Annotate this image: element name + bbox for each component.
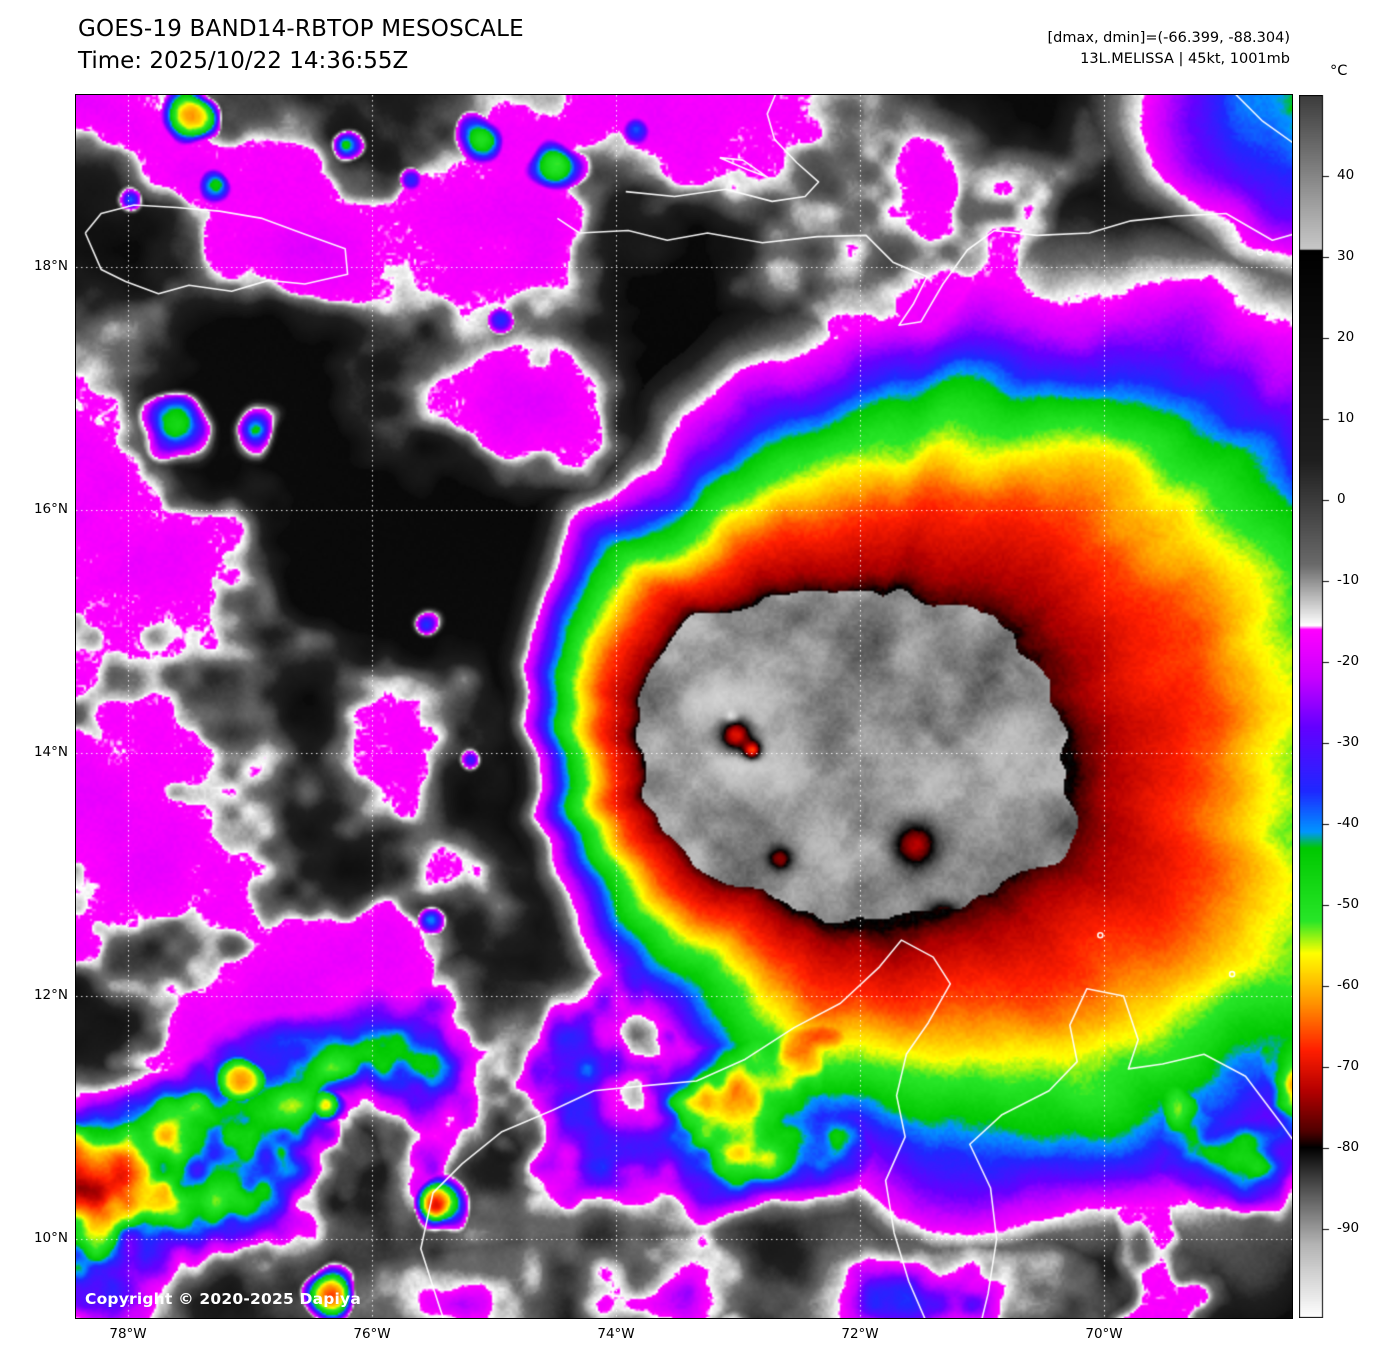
colorbar-unit-label: °C — [1330, 63, 1348, 79]
colorbar-tick-label: 10 — [1337, 409, 1355, 426]
dmax-dmin-label: [dmax, dmin]=(-66.399, -88.304) — [1047, 30, 1291, 46]
colorbar-tick-label: -20 — [1337, 652, 1360, 669]
colorbar-tick-label: -10 — [1337, 571, 1360, 588]
lat-label: 18°N — [33, 258, 68, 274]
colorbar-tick-label: 20 — [1337, 328, 1355, 345]
copyright-label: Copyright © 2020-2025 Dapiya — [85, 1290, 362, 1308]
lat-label: 14°N — [33, 744, 68, 760]
colorbar-tick-label: -90 — [1337, 1219, 1360, 1236]
lon-label: 70°W — [1085, 1326, 1123, 1342]
colorbar-tick-label: -40 — [1337, 814, 1360, 831]
time-label: Time: 2025/10/22 14:36:55Z — [78, 48, 409, 74]
colorbar-tick-label: -30 — [1337, 733, 1360, 750]
colorbar-canvas — [1299, 95, 1333, 1318]
colorbar-tick-label: 40 — [1337, 166, 1355, 183]
lon-label: 76°W — [353, 1326, 391, 1342]
satellite-map: Copyright © 2020-2025 Dapiya — [75, 94, 1293, 1319]
colorbar-tick-label: 30 — [1337, 247, 1355, 264]
colorbar-tick-label: -60 — [1337, 976, 1360, 993]
colorbar-tick-label: 0 — [1337, 490, 1346, 507]
header-block: GOES-19 BAND14-RBTOP MESOSCALE Time: 202… — [78, 16, 524, 74]
storm-info-label: 13L.MELISSA | 45kt, 1001mb — [1080, 51, 1290, 67]
header-info-block: [dmax, dmin]=(-66.399, -88.304) 13L.MELI… — [1048, 30, 1291, 67]
lat-label: 10°N — [33, 1230, 68, 1246]
colorbar-tick-label: -70 — [1337, 1057, 1360, 1074]
colorbar-tick-label: -50 — [1337, 895, 1360, 912]
lon-label: 78°W — [109, 1326, 147, 1342]
colorbar — [1299, 95, 1333, 1318]
colorbar-tick-label: -80 — [1337, 1138, 1360, 1155]
lon-label: 72°W — [841, 1326, 879, 1342]
page-title: GOES-19 BAND14-RBTOP MESOSCALE — [78, 16, 524, 42]
map-overlay-canvas — [76, 95, 1292, 1318]
lat-label: 16°N — [33, 501, 68, 517]
lat-label: 12°N — [33, 987, 68, 1003]
lon-label: 74°W — [597, 1326, 635, 1342]
